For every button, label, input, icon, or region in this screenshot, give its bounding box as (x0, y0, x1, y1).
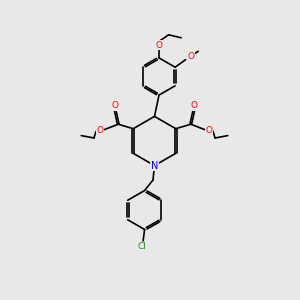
Text: N: N (151, 160, 158, 171)
Text: O: O (190, 101, 198, 110)
Text: O: O (111, 101, 118, 110)
Text: O: O (155, 40, 163, 50)
Text: Cl: Cl (137, 242, 146, 251)
Text: O: O (96, 126, 103, 135)
Text: O: O (206, 126, 213, 135)
Text: O: O (187, 52, 194, 61)
